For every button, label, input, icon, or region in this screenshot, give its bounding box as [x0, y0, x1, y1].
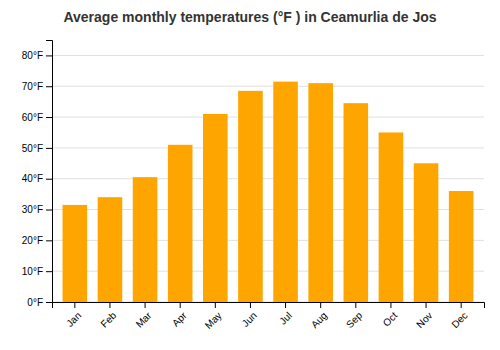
bar: [273, 82, 298, 302]
x-tick-mark: [250, 302, 251, 308]
x-tick-mark: [109, 302, 110, 308]
bar: [98, 197, 123, 302]
y-tick-mark: [46, 179, 52, 180]
bar: [344, 103, 369, 302]
x-tick: Sep: [344, 302, 365, 330]
bar: [133, 177, 158, 302]
y-tick-mark: [46, 86, 52, 87]
y-axis-line: [46, 41, 53, 303]
y-tick-label: 40°F: [22, 173, 43, 184]
x-tick-label: Dec: [449, 310, 469, 330]
bar: [203, 114, 228, 302]
y-tick: 30°F: [22, 204, 52, 215]
y-tick: 70°F: [22, 81, 52, 92]
x-tick: Dec: [449, 302, 469, 330]
y-tick-label: 0°F: [27, 297, 43, 308]
x-tick-mark: [180, 302, 181, 308]
x-tick-label: Aug: [309, 310, 329, 330]
y-tick-label: 80°F: [22, 50, 43, 61]
grid-line: [52, 86, 484, 87]
x-tick-label: Apr: [170, 309, 189, 328]
bar: [379, 132, 404, 302]
y-tick: 60°F: [22, 112, 52, 123]
x-tick: Apr: [170, 302, 189, 329]
y-tick: 40°F: [22, 173, 52, 184]
x-tick-mark: [320, 302, 321, 308]
chart-title: Average monthly temperatures (°F ) in Ce…: [63, 9, 436, 25]
y-tick-label: 50°F: [22, 143, 43, 154]
y-tick: 10°F: [22, 266, 52, 277]
x-tick: Oct: [381, 302, 400, 329]
bar: [308, 83, 333, 302]
x-tick-mark: [426, 302, 427, 308]
grid-line: [52, 117, 484, 118]
x-tick-label: Feb: [98, 309, 118, 329]
x-tick-mark: [390, 302, 391, 308]
x-tick: Jul: [277, 302, 294, 327]
grid: [52, 55, 484, 302]
y-tick-mark: [46, 117, 52, 118]
x-axis: Jan Feb Mar Apr May Jun Jul Aug Sep Oct Nov Dec: [53, 302, 485, 331]
bar: [168, 145, 193, 302]
y-tick-label: 10°F: [22, 266, 43, 277]
x-axis-line: [53, 303, 485, 309]
y-tick-label: 70°F: [22, 81, 43, 92]
x-tick-label: Jan: [64, 310, 83, 329]
x-tick-label: Jun: [240, 310, 259, 329]
x-tick: Aug: [309, 302, 329, 330]
x-tick-label: May: [203, 310, 224, 331]
y-tick-mark: [46, 148, 52, 149]
x-tick-label: Jul: [277, 310, 294, 327]
y-tick-label: 20°F: [22, 235, 43, 246]
bars: [63, 82, 474, 302]
x-tick: Jun: [240, 302, 259, 329]
y-tick-label: 30°F: [22, 204, 43, 215]
chart-container: Average monthly temperatures (°F ) in Ce…: [0, 0, 500, 350]
bar: [63, 205, 88, 302]
grid-line: [52, 147, 484, 148]
y-axis: 0°F 10°F 20°F 30°F 40°F 50°F 60°F 70°F 80°F: [22, 41, 53, 308]
y-tick: 20°F: [22, 235, 52, 246]
x-tick-mark: [74, 302, 75, 308]
x-tick-mark: [355, 302, 356, 308]
grid-line: [52, 55, 484, 56]
plot-area: 0°F 10°F 20°F 30°F 40°F 50°F 60°F 70°F 80°F Jan Fe…: [22, 41, 485, 331]
x-tick-mark: [145, 302, 146, 308]
y-tick: 0°F: [27, 297, 52, 308]
bar: [238, 91, 263, 302]
bar: [414, 163, 439, 302]
x-tick: Feb: [98, 302, 118, 330]
x-tick: Nov: [414, 302, 434, 330]
y-tick: 80°F: [22, 50, 52, 61]
bar: [449, 191, 474, 302]
x-tick-label: Oct: [381, 310, 400, 329]
x-tick: Mar: [134, 302, 154, 330]
y-tick-mark: [46, 210, 52, 211]
y-tick-mark: [46, 302, 52, 303]
x-tick-mark: [461, 302, 462, 308]
x-tick-label: Mar: [134, 309, 154, 329]
x-tick-mark: [215, 302, 216, 308]
x-tick: Jan: [64, 302, 83, 329]
x-tick-mark: [285, 302, 286, 308]
chart-svg: Average monthly temperatures (°F ) in Ce…: [0, 0, 500, 350]
x-tick-label: Sep: [344, 309, 365, 330]
y-tick-label: 60°F: [22, 112, 43, 123]
y-tick-mark: [46, 240, 52, 241]
x-tick: May: [203, 302, 224, 331]
y-tick: 50°F: [22, 143, 52, 154]
y-tick-mark: [46, 271, 52, 272]
x-tick-label: Nov: [414, 310, 434, 330]
y-tick-mark: [46, 55, 52, 56]
